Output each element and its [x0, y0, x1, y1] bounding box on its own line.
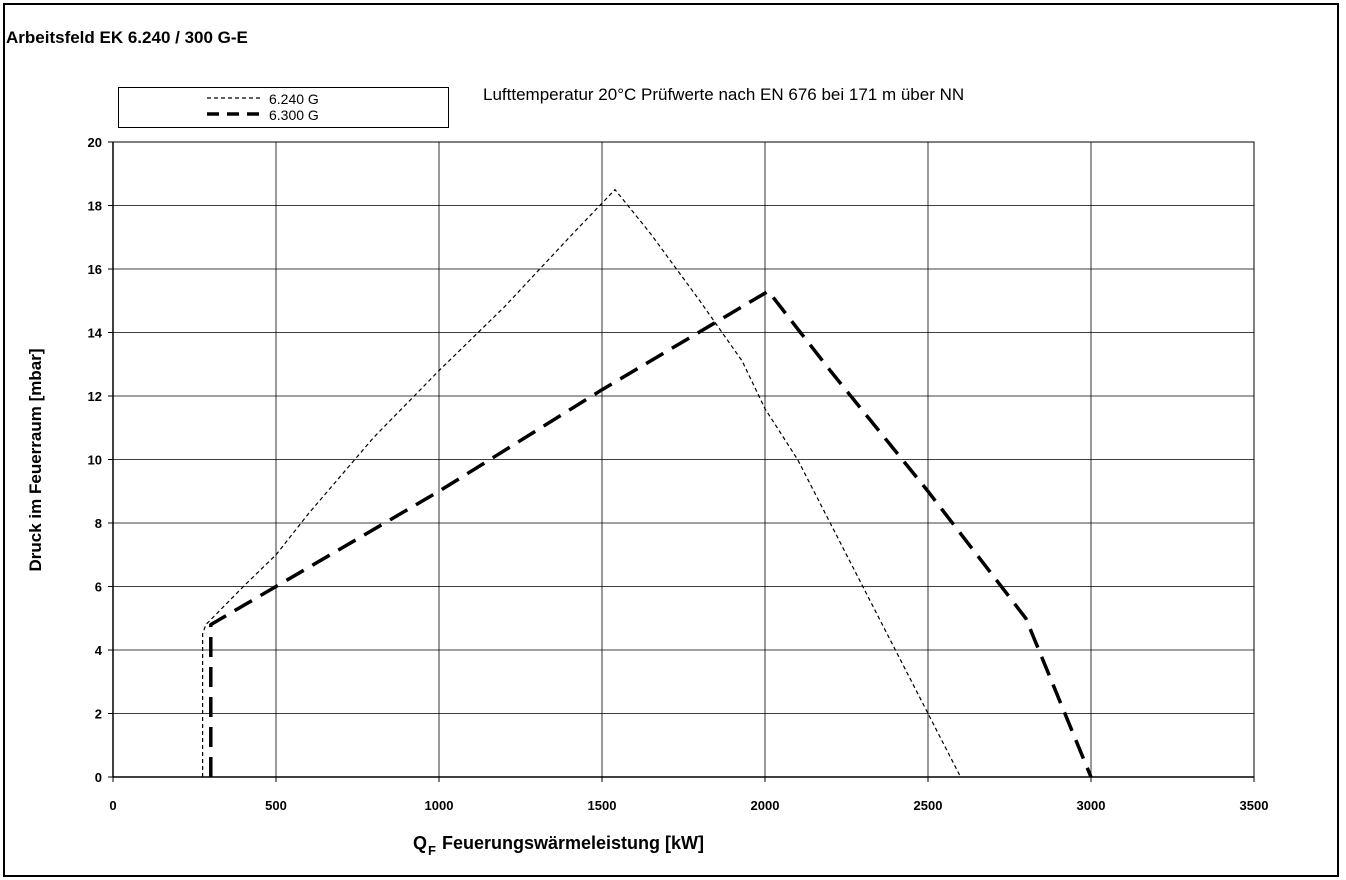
x-tick-label: 3500 — [1240, 798, 1269, 813]
legend-label-6240: 6.240 G — [269, 91, 319, 107]
chart-frame — [3, 3, 1339, 877]
legend-entry-6240: 6.240 G — [119, 90, 448, 108]
x-axis-symbol-subscript: F — [428, 843, 436, 858]
x-tick-label: 0 — [109, 798, 116, 813]
x-tick-label: 500 — [265, 798, 287, 813]
series-line-6300 — [209, 289, 1093, 778]
legend-label-6300: 6.300 G — [269, 107, 319, 123]
legend: 6.240 G 6.300 G — [118, 87, 449, 128]
y-tick-label: 20 — [88, 135, 102, 150]
y-tick-label: 12 — [88, 389, 102, 404]
y-tick-label: 16 — [88, 262, 102, 277]
x-axis-label: QF Feuerungswärmeleistung [kW] — [413, 833, 705, 858]
chart-annotation: Lufttemperatur 20°C Prüfwerte nach EN 67… — [483, 85, 965, 104]
x-axis-label-text: Feuerungswärmeleistung [kW] — [441, 833, 705, 853]
y-tick-label: 6 — [95, 580, 102, 595]
y-tick-label: 14 — [88, 326, 103, 341]
x-axis-symbol: Q — [413, 833, 428, 853]
legend-swatch-thick-dashed — [207, 112, 263, 116]
x-tick-label: 1000 — [425, 798, 454, 813]
y-tick-label: 0 — [95, 770, 102, 785]
chart-title: Arbeitsfeld EK 6.240 / 300 G-E — [6, 28, 248, 47]
x-tick-label: 1500 — [588, 798, 617, 813]
series-line-6240 — [202, 189, 962, 778]
y-tick-label: 18 — [88, 199, 102, 214]
y-tick-label: 10 — [88, 453, 102, 468]
x-tick-label: 2000 — [751, 798, 780, 813]
legend-swatch-thin-dashed — [207, 97, 263, 99]
y-axis-label: Druck im Feuerraum [mbar] — [26, 348, 45, 572]
y-tick-label: 8 — [95, 516, 102, 531]
x-tick-label: 2500 — [914, 798, 943, 813]
legend-entry-6300: 6.300 G — [119, 106, 448, 124]
x-tick-label: 3000 — [1077, 798, 1106, 813]
y-tick-label: 2 — [95, 707, 102, 722]
y-tick-label: 4 — [95, 643, 103, 658]
